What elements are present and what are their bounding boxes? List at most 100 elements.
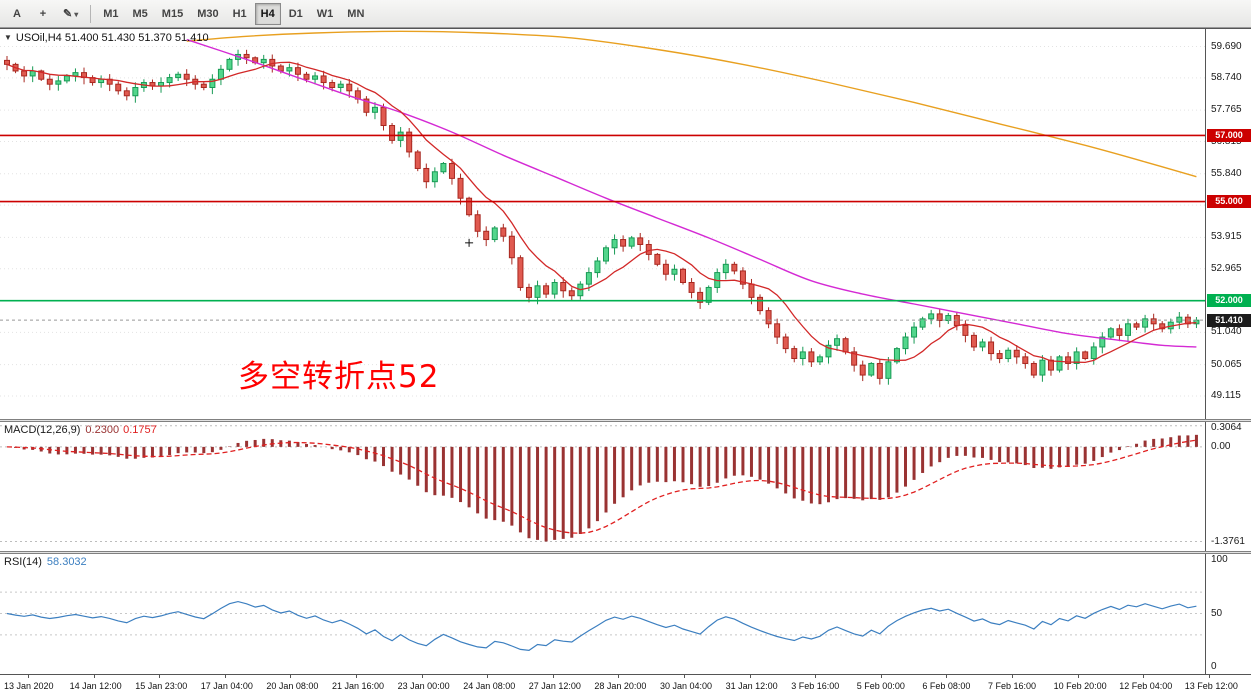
time-axis-tick <box>618 675 620 678</box>
candlestick-series <box>4 49 1200 385</box>
timeframe-group: M1 M5 M15 M30 H1 H4 D1 W1 MN <box>96 2 371 25</box>
timeframe-button-m15[interactable]: M15 <box>156 3 189 25</box>
time-axis-tick <box>1208 675 1210 678</box>
time-axis[interactable]: 13 Jan 2020 14 Jan 12:00 15 Jan 23:00 17 Ja… <box>0 674 1251 695</box>
macd-scale-label: 0.3064 <box>1211 422 1242 433</box>
main-price-pane[interactable]: ▼ USOil,H4 51.400 51.430 51.370 51.410 多空… <box>0 29 1205 419</box>
price-tick-label: 55.840 <box>1211 167 1242 179</box>
macd-chart <box>0 425 1205 543</box>
macd-signal-value: 0.1757 <box>123 424 157 436</box>
time-axis-label: 30 Jan 04:00 <box>660 681 713 691</box>
time-axis-tick <box>487 675 489 678</box>
toolbar-separator <box>90 4 92 23</box>
timeframe-button-h1[interactable]: H1 <box>227 3 253 25</box>
chevron-down-icon: ▾ <box>74 10 79 19</box>
time-axis-label: 28 Jan 20:00 <box>594 681 647 691</box>
time-axis-label: 5 Feb 00:00 <box>856 681 905 691</box>
candlestick-chart <box>0 30 1205 397</box>
symbol-ohlc-text: USOil,H4 51.400 51.430 51.370 51.410 <box>15 32 209 44</box>
time-axis-label: 27 Jan 12:00 <box>528 681 581 691</box>
time-axis-tick <box>1077 675 1079 678</box>
pencil-icon: ✎ <box>63 8 73 20</box>
timeframe-button-d1[interactable]: D1 <box>283 3 309 25</box>
price-tick-label: 57.765 <box>1211 104 1242 116</box>
price-tick-label: 53.915 <box>1211 231 1242 243</box>
rsi-header: RSI(14) 58.3032 <box>4 556 87 568</box>
time-axis-label: 7 Feb 16:00 <box>988 681 1037 691</box>
time-axis-label: 14 Jan 12:00 <box>69 681 122 691</box>
time-axis-tick <box>1143 675 1145 678</box>
price-tick-label: 51.040 <box>1211 326 1242 338</box>
time-axis-label: 17 Jan 04:00 <box>200 681 253 691</box>
price-tick-label: 50.065 <box>1211 358 1242 370</box>
annotation-text: 多空转折点52 <box>238 359 440 395</box>
pane-splitter[interactable] <box>0 551 1251 554</box>
time-axis-label: 13 Jan 2020 <box>4 681 54 691</box>
macd-scale-label: 0.00 <box>1211 440 1231 452</box>
pane-splitter[interactable] <box>0 419 1251 422</box>
time-axis-label: 23 Jan 00:00 <box>397 681 450 691</box>
time-axis-tick <box>552 675 554 678</box>
rsi-scale-label: 100 <box>1211 554 1228 565</box>
chart-window: ▼ USOil,H4 51.400 51.430 51.370 51.410 多空… <box>0 28 1251 695</box>
time-axis-tick <box>421 675 423 678</box>
time-axis-tick <box>815 675 817 678</box>
time-axis-label: 31 Jan 12:00 <box>725 681 778 691</box>
text-tool-button[interactable]: A <box>5 3 29 25</box>
hline-price-tag[interactable]: 55.000 <box>1207 195 1251 208</box>
time-axis-tick <box>28 675 29 678</box>
rsi-name: RSI(14) <box>4 556 42 568</box>
time-axis-tick <box>749 675 751 678</box>
price-tick-label: 52.965 <box>1211 262 1242 274</box>
price-gridlines <box>0 46 1205 397</box>
macd-scale-label: -1.3761 <box>1211 535 1245 547</box>
timeframe-button-mn[interactable]: MN <box>341 3 370 25</box>
macd-pane[interactable]: MACD(12,26,9) 0.2300 0.1757 <box>0 422 1205 551</box>
time-axis-label: 3 Feb 16:00 <box>791 681 840 691</box>
timeframe-button-w1[interactable]: W1 <box>311 3 340 25</box>
time-axis-label: 15 Jan 23:00 <box>135 681 188 691</box>
current-price-tag: 51.410 <box>1207 314 1251 327</box>
time-axis-label: 20 Jan 08:00 <box>266 681 319 691</box>
collapse-chart-icon[interactable]: ▼ <box>4 33 12 42</box>
timeframe-button-m1[interactable]: M1 <box>97 3 124 25</box>
macd-header: MACD(12,26,9) 0.2300 0.1757 <box>4 424 157 436</box>
time-axis-tick <box>356 675 357 678</box>
macd-name: MACD(12,26,9) <box>4 424 81 436</box>
ma-fast-line <box>6 61 1197 364</box>
time-axis-tick <box>290 675 292 678</box>
timeframe-button-m30[interactable]: M30 <box>191 3 224 25</box>
rsi-scale-label: 50 <box>1211 607 1223 619</box>
ma-mid-line <box>186 38 1197 348</box>
time-axis-label: 6 Feb 08:00 <box>922 681 971 691</box>
rsi-scale[interactable]: 100 50 0 <box>1205 554 1251 674</box>
ma-slow-line <box>186 30 1197 178</box>
main-price-scale[interactable]: 59.69058.74057.76556.81555.84054.89053.9… <box>1205 29 1251 419</box>
macd-histogram <box>14 434 1198 542</box>
price-tick-label: 59.690 <box>1211 40 1242 52</box>
top-toolbar: A + ✎ ▾ M1 M5 M15 M30 H1 H4 D1 W1 MN <box>0 0 1251 28</box>
time-axis-tick <box>159 675 161 678</box>
rsi-chart <box>0 591 1205 652</box>
price-tick-label: 58.740 <box>1211 71 1242 83</box>
draw-tools-dropdown[interactable]: ✎ ▾ <box>57 3 84 25</box>
time-axis-tick <box>1012 675 1013 678</box>
timeframe-button-m5[interactable]: M5 <box>127 3 154 25</box>
time-axis-tick <box>880 675 882 678</box>
macd-main-value: 0.2300 <box>85 424 120 436</box>
crosshair-tool-button[interactable]: + <box>31 3 55 25</box>
timeframe-button-h4[interactable]: H4 <box>254 2 281 25</box>
time-axis-tick <box>93 675 95 678</box>
price-tick-label: 49.115 <box>1211 390 1241 402</box>
time-axis-tick <box>946 675 948 678</box>
macd-scale[interactable]: 0.3064 0.00 -1.3761 <box>1205 422 1251 551</box>
rsi-scale-label: 0 <box>1211 661 1217 672</box>
time-axis-label: 10 Feb 20:00 <box>1053 681 1107 691</box>
time-axis-label: 24 Jan 08:00 <box>463 681 516 691</box>
symbol-ohlc-header: ▼ USOil,H4 51.400 51.430 51.370 51.410 <box>4 32 209 44</box>
rsi-pane[interactable]: RSI(14) 58.3032 <box>0 554 1205 674</box>
time-axis-label: 21 Jan 16:00 <box>332 681 385 691</box>
time-axis-label: 12 Feb 04:00 <box>1119 681 1173 691</box>
hline-price-tag[interactable]: 52.000 <box>1207 294 1251 307</box>
hline-price-tag[interactable]: 57.000 <box>1207 129 1251 142</box>
